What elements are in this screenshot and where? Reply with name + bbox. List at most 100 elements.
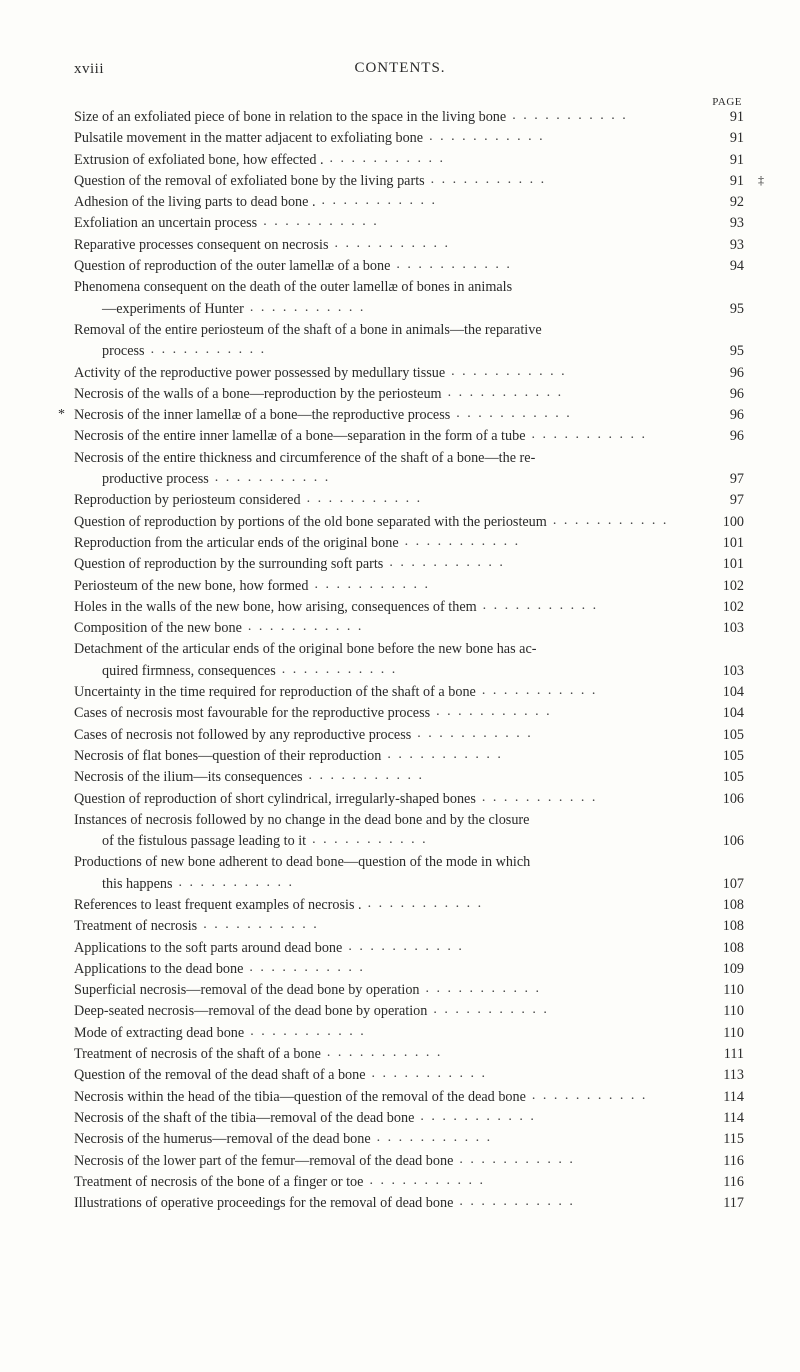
toc-page-number: 91 [716, 131, 744, 145]
leader-dots [335, 247, 710, 249]
toc-page-number: 116 [716, 1175, 744, 1189]
toc-row: Necrosis of the walls of a bone—reproduc… [74, 387, 744, 401]
toc-row: Necrosis of the entire inner lamellæ of … [74, 429, 744, 443]
toc-entry-text: Periosteum of the new bone, how formed [74, 579, 308, 593]
leader-dots [322, 204, 710, 206]
toc-entry-text: Necrosis of the shaft of the tibia—remov… [74, 1111, 414, 1125]
toc-row: Necrosis within the head of the tibia—qu… [74, 1090, 744, 1104]
toc-entry-text: —experiments of Hunter [74, 302, 244, 316]
leader-dots [389, 566, 710, 568]
leader-dots [250, 311, 710, 313]
toc-row: of the fistulous passage leading to it10… [74, 834, 744, 848]
toc-row: Necrosis of flat bones—question of their… [74, 749, 744, 763]
toc-page-number: 93 [716, 238, 744, 252]
toc-page-number: 97 [716, 493, 744, 507]
toc-row: productive process 97 [74, 472, 744, 486]
toc-row: *Necrosis of the inner lamellæ of a bone… [74, 408, 744, 422]
toc-row: Cases of necrosis not followed by any re… [74, 728, 744, 742]
toc-entry-text: Necrosis of the inner lamellæ of a bone—… [74, 408, 450, 422]
leader-dots [405, 545, 710, 547]
toc-entry-text: Exfoliation an uncertain process [74, 216, 257, 230]
toc-entry-text: Necrosis of flat bones—question of their… [74, 749, 381, 763]
toc-page-number: 111 [716, 1047, 744, 1061]
leader-dots [368, 907, 710, 909]
toc-page-number: 110 [716, 983, 744, 997]
toc-page-number: 105 [716, 770, 744, 784]
toc-page-number: 102 [716, 600, 744, 614]
toc-row: Reproduction from the articular ends of … [74, 536, 744, 550]
toc-entry-text: Superficial necrosis—removal of the dead… [74, 983, 420, 997]
leader-dots [215, 481, 710, 483]
leader-dots [433, 1013, 710, 1015]
toc-row: Deep-seated necrosis—removal of the dead… [74, 1004, 744, 1018]
toc-entry-text: Mode of extracting dead bone [74, 1026, 244, 1040]
toc-entry-text: Applications to the dead bone [74, 962, 243, 976]
leader-dots [250, 1035, 710, 1037]
toc-row: Exfoliation an uncertain process93 [74, 216, 744, 230]
leader-dots [314, 588, 710, 590]
toc-page-number: 96 [716, 366, 744, 380]
toc-entry-text: Question of reproduction by portions of … [74, 515, 547, 529]
leader-dots [532, 1099, 710, 1101]
toc-row: Question of reproduction of short cylind… [74, 792, 744, 806]
leader-dots [431, 183, 710, 185]
toc-entry-text: Treatment of necrosis of the bone of a f… [74, 1175, 363, 1189]
toc-entry-text: Cases of necrosis most favourable for th… [74, 706, 430, 720]
toc-entry-text: Question of reproduction of the outer la… [74, 259, 390, 273]
toc-entry-text: of the fistulous passage leading to it [74, 834, 306, 848]
leader-dots [327, 1056, 710, 1058]
toc-page-number: 110 [716, 1026, 744, 1040]
toc-row: Illustrations of operative proceedings f… [74, 1196, 744, 1210]
toc-row: Phenomena consequent on the death of the… [74, 280, 744, 294]
toc-entry-text: productive process [74, 472, 209, 486]
toc-page-number: 95 [716, 344, 744, 358]
toc-page-number: 95 [716, 302, 744, 316]
leader-dots [282, 673, 710, 675]
toc-row: Productions of new bone adherent to dead… [74, 855, 744, 869]
toc-page-number: 108 [716, 898, 744, 912]
toc-row: Necrosis of the humerus—removal of the d… [74, 1132, 744, 1146]
toc-entry-text: Reparative processes consequent on necro… [74, 238, 329, 252]
leader-dots [456, 417, 710, 419]
leader-dots [459, 1205, 710, 1207]
toc-page-number: 101 [716, 557, 744, 571]
leader-dots [512, 119, 710, 121]
toc-row: Treatment of necrosis of the bone of a f… [74, 1175, 744, 1189]
toc-page-number: 97 [716, 472, 744, 486]
toc-row: Question of reproduction by portions of … [74, 515, 744, 529]
leader-dots [482, 801, 710, 803]
leader-dots [249, 971, 710, 973]
toc-page-number: 104 [716, 685, 744, 699]
leader-dots [482, 694, 710, 696]
toc-entry-text: Activity of the reproductive power posse… [74, 366, 445, 380]
toc-entry-text: Pulsatile movement in the matter adjacen… [74, 131, 423, 145]
toc-row: Question of reproduction by the surround… [74, 557, 744, 571]
toc-page-number: 105 [716, 728, 744, 742]
toc-entry-text: Necrosis of the walls of a bone—reproduc… [74, 387, 442, 401]
toc-row: Size of an exfoliated piece of bone in r… [74, 110, 744, 124]
toc-row: References to least frequent examples of… [74, 898, 744, 912]
toc-row: Cases of necrosis most favourable for th… [74, 706, 744, 720]
toc-page-number: 91 [716, 174, 744, 188]
toc-entry-text: Necrosis of the humerus—removal of the d… [74, 1132, 371, 1146]
toc-row: Question of reproduction of the outer la… [74, 259, 744, 273]
toc-row: Necrosis of the ilium—its consequences10… [74, 770, 744, 784]
toc-entry-text: Illustrations of operative proceedings f… [74, 1196, 453, 1210]
toc-row: —experiments of Hunter 95 [74, 302, 744, 316]
toc-page-number: 94 [716, 259, 744, 273]
leader-dots [307, 502, 710, 504]
header-row: xviii CONTENTS. [74, 60, 744, 78]
leader-dots [426, 992, 710, 994]
toc-page-number: 92 [716, 195, 744, 209]
toc-row: Applications to the soft parts around de… [74, 941, 744, 955]
roman-numeral: xviii [74, 61, 104, 78]
header-spacer [740, 60, 744, 78]
leader-dots [483, 609, 710, 611]
toc-entry-text: Size of an exfoliated piece of bone in r… [74, 110, 506, 124]
toc-row: Necrosis of the entire thickness and cir… [74, 451, 744, 465]
toc-page-number: 107 [716, 877, 744, 891]
toc-page-number: 91 [716, 110, 744, 124]
toc-page-number: 91 [716, 153, 744, 167]
leader-dots [459, 1163, 710, 1165]
toc-page-number: 101 [716, 536, 744, 550]
